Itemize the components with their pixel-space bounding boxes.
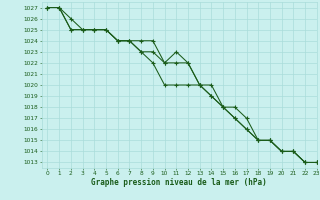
X-axis label: Graphe pression niveau de la mer (hPa): Graphe pression niveau de la mer (hPa) xyxy=(91,178,267,187)
